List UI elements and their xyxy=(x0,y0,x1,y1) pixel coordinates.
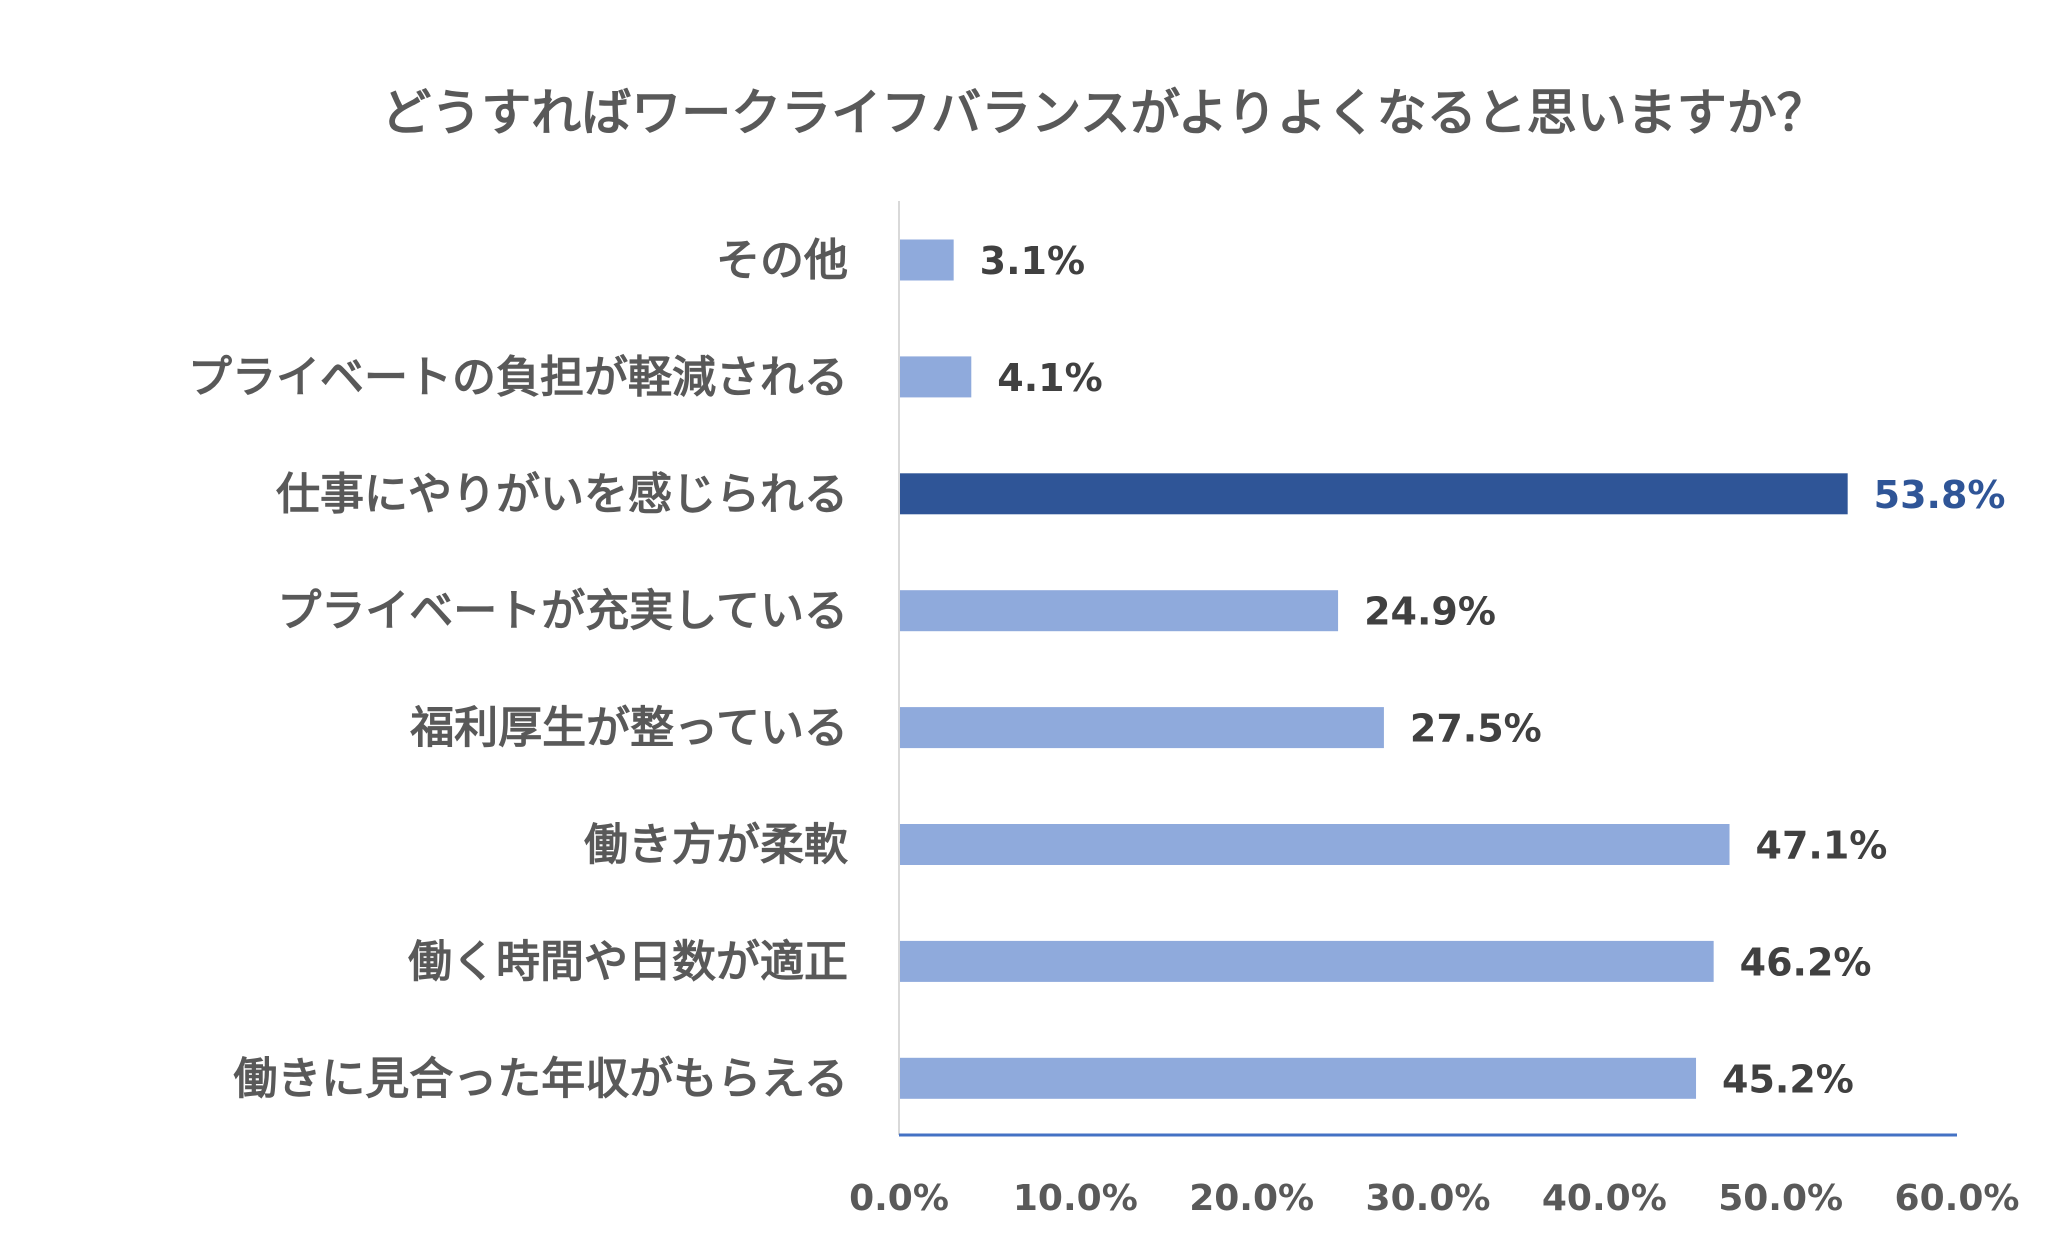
value-label: 53.8% xyxy=(1874,473,2006,517)
x-tick-label: 30.0% xyxy=(1366,1178,1491,1219)
bar xyxy=(899,473,1848,515)
category-label: 働き方が柔軟 xyxy=(584,820,849,871)
bar xyxy=(899,239,954,281)
category-label: プライベートが充実している xyxy=(277,586,848,637)
bar xyxy=(899,824,1730,865)
x-tick-label: 60.0% xyxy=(1895,1178,2020,1219)
category-label: 福利厚生が整っている xyxy=(409,703,848,754)
bar xyxy=(899,707,1384,749)
x-tick-label: 0.0% xyxy=(849,1178,949,1219)
value-label: 47.1% xyxy=(1756,824,1888,868)
x-tick-label: 20.0% xyxy=(1189,1178,1314,1219)
bar xyxy=(899,590,1339,632)
chart-title: どうすればワークライフバランスがよりよくなると思いますか？ xyxy=(381,84,1827,142)
x-tick-label: 50.0% xyxy=(1718,1178,1843,1219)
x-tick-label: 40.0% xyxy=(1542,1178,1667,1219)
category-label: 働く時間や日数が適正 xyxy=(408,936,848,987)
value-label: 27.5% xyxy=(1410,707,1542,751)
bar xyxy=(899,940,1714,982)
value-label: 4.1% xyxy=(997,356,1102,400)
category-label: 仕事にやりがいを感じられる xyxy=(276,469,848,520)
value-label: 46.2% xyxy=(1740,940,1872,984)
x-tick-label: 10.0% xyxy=(1013,1178,1138,1219)
value-label: 3.1% xyxy=(980,239,1085,283)
value-label: 24.9% xyxy=(1364,590,1496,634)
category-label: 働きに見合った年収がもらえる xyxy=(233,1053,848,1104)
category-label: プライベートの負担が軽減される xyxy=(188,352,848,403)
category-label: その他 xyxy=(716,235,848,286)
bar xyxy=(899,356,972,398)
value-label: 45.2% xyxy=(1722,1057,1854,1101)
bar xyxy=(899,1057,1697,1099)
